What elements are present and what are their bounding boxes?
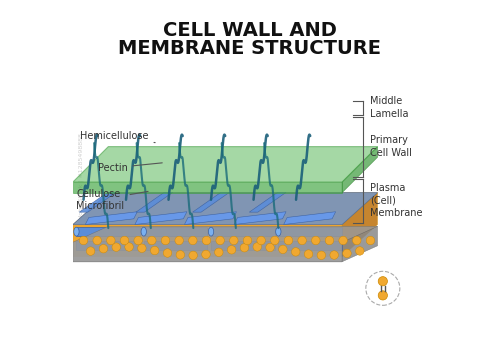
Circle shape [352,236,361,245]
Polygon shape [284,212,336,225]
Circle shape [378,291,388,300]
Circle shape [378,277,388,286]
Text: CELL WALL AND: CELL WALL AND [163,21,337,40]
Circle shape [80,236,88,245]
Circle shape [292,248,300,256]
Bar [144,241,208,250]
Circle shape [270,236,279,245]
Circle shape [312,236,320,245]
Polygon shape [73,225,342,256]
Ellipse shape [141,227,146,236]
Circle shape [161,236,170,245]
Circle shape [120,236,129,245]
Ellipse shape [208,227,214,236]
Polygon shape [73,193,378,256]
Circle shape [134,236,142,245]
Bar [144,227,208,236]
Polygon shape [192,192,230,212]
Text: Cellulose
Microfibril: Cellulose Microfibril [76,189,148,211]
Text: Pectin: Pectin [98,163,162,173]
Circle shape [106,236,115,245]
Polygon shape [342,147,378,193]
Circle shape [278,245,287,253]
Circle shape [125,243,134,251]
Circle shape [175,236,184,245]
Text: Primary
Cell Wall: Primary Cell Wall [370,135,412,158]
Circle shape [202,236,210,245]
Circle shape [243,236,252,245]
Bar [76,227,140,236]
Polygon shape [342,226,378,262]
Circle shape [93,236,102,245]
Circle shape [253,243,262,251]
Bar [211,227,275,236]
Bar [76,241,140,250]
Circle shape [214,248,223,257]
Circle shape [339,236,347,245]
Bar [278,227,342,236]
Circle shape [176,251,184,259]
Polygon shape [135,212,187,225]
Polygon shape [86,212,138,225]
Polygon shape [234,212,286,225]
Circle shape [138,244,146,252]
Polygon shape [136,192,173,212]
Bar [278,241,342,250]
Circle shape [230,236,238,245]
Circle shape [216,236,224,245]
Bar [211,241,275,250]
Circle shape [164,249,172,257]
Circle shape [189,251,198,260]
Polygon shape [73,147,378,182]
Text: Plasma
(Cell)
Membrane: Plasma (Cell) Membrane [370,183,423,218]
Text: Adobe Stock | #1285498888: Adobe Stock | #1285498888 [78,134,84,223]
Circle shape [148,236,156,245]
Circle shape [325,236,334,245]
Text: Hemicellulose: Hemicellulose [80,131,155,143]
Polygon shape [342,193,378,256]
Polygon shape [250,192,286,212]
Circle shape [99,245,108,253]
Circle shape [150,246,159,255]
Circle shape [317,251,326,260]
Circle shape [284,236,292,245]
Polygon shape [73,242,342,262]
Circle shape [330,251,338,259]
Polygon shape [73,182,342,193]
Polygon shape [73,226,378,262]
Circle shape [202,250,210,259]
Circle shape [298,236,306,245]
Circle shape [240,243,248,252]
Text: MEMBRANE STRUCTURE: MEMBRANE STRUCTURE [118,39,382,57]
Polygon shape [184,212,236,225]
Text: Middle
Lamella: Middle Lamella [370,96,409,119]
Circle shape [257,236,266,245]
Polygon shape [80,192,116,212]
Ellipse shape [276,227,281,236]
Ellipse shape [74,227,79,236]
Circle shape [342,249,351,258]
Circle shape [304,250,313,258]
Circle shape [188,236,197,245]
Circle shape [112,243,120,251]
Polygon shape [73,193,378,225]
Circle shape [266,243,274,252]
Circle shape [366,236,374,245]
Circle shape [228,246,236,254]
Circle shape [356,247,364,255]
Circle shape [86,247,95,255]
